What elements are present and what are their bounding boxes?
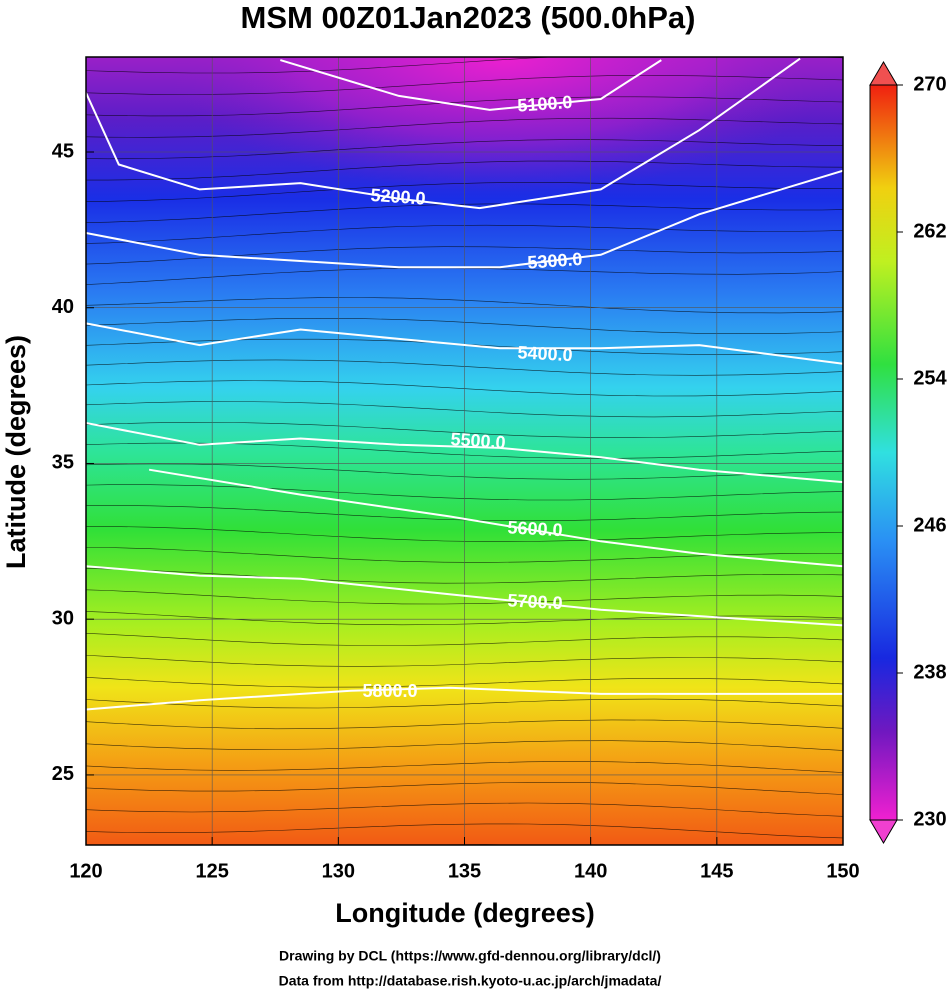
contour-line [86,565,843,627]
streamline [86,633,843,646]
streamline [86,359,843,376]
streamline [86,203,843,223]
streamline [86,246,843,265]
y-tick-label: 45 [52,140,74,162]
x-tick-label: 145 [700,860,733,882]
colorbar-extend-max [869,61,898,86]
streamline [86,505,843,522]
streamline [86,698,843,709]
streamline [86,654,843,667]
contour-line [86,686,843,711]
colorbar [869,84,898,821]
footer-line: Drawing by DCL (https://www.gfd-dennou.o… [279,948,661,964]
x-tick-label: 150 [826,860,859,882]
y-tick-label: 40 [52,296,74,318]
streamline [86,823,843,839]
footer-line: Data from http://database.rish.kyoto-u.a… [279,973,662,989]
wind-streamlines [86,57,843,845]
streamline [86,139,843,160]
colorbar-tick-label: 238 [913,661,946,683]
streamline [86,740,843,751]
contours [86,57,843,711]
contour-line [86,322,843,365]
x-tick-label: 130 [322,860,355,882]
contour-label: 5300.0 [527,249,583,273]
colorbar-tick-label: 246 [913,514,946,536]
streamline [86,297,843,314]
contour-line [280,59,662,111]
y-tick-label: 35 [52,452,74,474]
colorbar-tick-label: 254 [913,367,947,389]
streamline [86,96,843,117]
streamline [86,75,843,95]
streamline [86,182,843,202]
streamline [86,589,843,605]
streamline [86,421,843,439]
y-tick-label: 30 [52,607,74,629]
streamline [86,677,843,688]
contour-label: 5500.0 [450,429,506,453]
contour-label: 5600.0 [507,517,563,540]
streamline [86,380,843,397]
streamline [86,719,843,730]
streamline [86,267,843,285]
contour-label: 5400.0 [517,342,573,365]
streamline [86,546,843,563]
streamline [86,761,843,773]
contour-line [86,169,843,269]
colorbar-tick-label: 230 [913,808,946,830]
contour-label: 5800.0 [362,681,417,701]
streamline [86,317,843,335]
contour-label: 5100.0 [517,92,573,116]
colorbar-tick-label: 262 [913,220,946,242]
streamline [86,611,843,626]
streamline [86,442,843,459]
streamline [86,484,843,501]
y-axis-title: Latitude (degrees) [1,335,31,569]
streamline [86,526,843,542]
x-axis-title: Longitude (degrees) [335,898,595,928]
x-tick-label: 135 [448,860,481,882]
contour-line [86,422,843,484]
x-tick-label: 140 [574,860,607,882]
streamline [86,802,843,817]
streamline [86,568,843,584]
x-tick-label: 120 [69,860,102,882]
streamline [86,401,843,418]
chart-title: MSM 00Z01Jan2023 (500.0hPa) [241,0,696,35]
y-tick-label: 25 [52,763,74,785]
streamline [86,160,843,181]
streamline [86,782,843,795]
colorbar-extend-min [869,819,898,844]
contour-line [148,468,843,568]
contour-label: 5200.0 [370,185,426,209]
streamline [86,117,843,138]
contour-line [86,57,801,210]
contour-label: 5700.0 [507,590,563,613]
x-tick-label: 125 [195,860,228,882]
streamline [420,844,532,845]
colorbar-tick-label: 270 [913,73,946,95]
streamline [86,224,843,244]
streamline [86,57,843,74]
streamline [86,463,843,480]
